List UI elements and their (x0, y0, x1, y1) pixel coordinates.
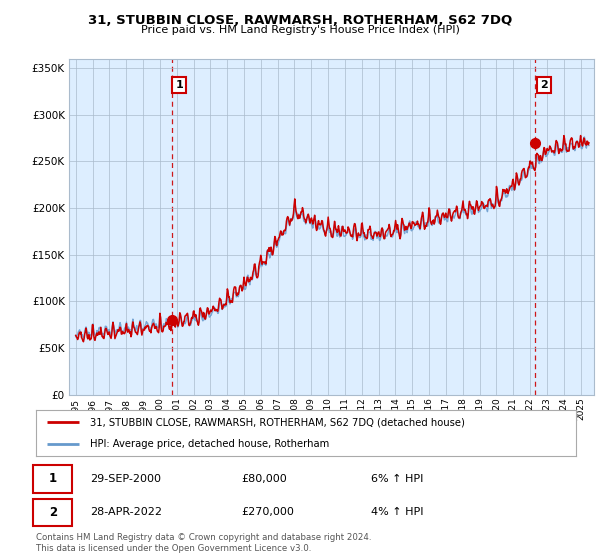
FancyBboxPatch shape (34, 498, 72, 526)
Text: 2: 2 (540, 80, 548, 90)
Text: 6% ↑ HPI: 6% ↑ HPI (371, 474, 423, 484)
Text: 31, STUBBIN CLOSE, RAWMARSH, ROTHERHAM, S62 7DQ: 31, STUBBIN CLOSE, RAWMARSH, ROTHERHAM, … (88, 14, 512, 27)
Text: 1: 1 (49, 472, 57, 486)
Text: 1: 1 (175, 80, 183, 90)
Text: HPI: Average price, detached house, Rotherham: HPI: Average price, detached house, Roth… (90, 439, 329, 449)
Text: £80,000: £80,000 (241, 474, 287, 484)
Text: Price paid vs. HM Land Registry's House Price Index (HPI): Price paid vs. HM Land Registry's House … (140, 25, 460, 35)
Text: £270,000: £270,000 (241, 507, 294, 517)
Text: 4% ↑ HPI: 4% ↑ HPI (371, 507, 424, 517)
Text: Contains HM Land Registry data © Crown copyright and database right 2024.
This d: Contains HM Land Registry data © Crown c… (36, 533, 371, 553)
Text: 28-APR-2022: 28-APR-2022 (90, 507, 162, 517)
Text: 29-SEP-2000: 29-SEP-2000 (90, 474, 161, 484)
Text: 31, STUBBIN CLOSE, RAWMARSH, ROTHERHAM, S62 7DQ (detached house): 31, STUBBIN CLOSE, RAWMARSH, ROTHERHAM, … (90, 417, 465, 427)
Text: 2: 2 (49, 506, 57, 519)
FancyBboxPatch shape (34, 465, 72, 493)
